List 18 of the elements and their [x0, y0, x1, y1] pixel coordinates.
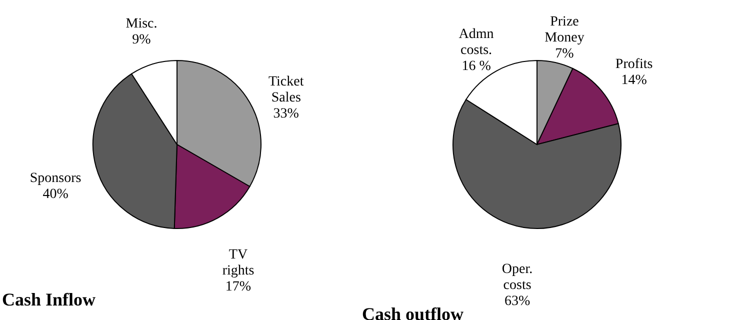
data-label: 16 %	[462, 59, 492, 74]
data-label: 14%	[621, 73, 648, 88]
slice-label: Admn costs.	[458, 27, 494, 58]
slice-label: Misc.	[126, 16, 158, 32]
slice-label: TV rights	[222, 248, 254, 279]
slice-label: Ticket Sales	[268, 74, 304, 106]
data-label: 17%	[225, 280, 252, 295]
slice-label: Sponsors	[30, 171, 82, 186]
slice-label: Oper. costs	[502, 262, 533, 293]
slice-label: Prize Money	[544, 14, 584, 46]
data-label: 33%	[273, 106, 300, 122]
data-label: 40%	[42, 187, 69, 202]
text: Cash Inflow	[2, 290, 96, 310]
data-label: 7%	[555, 46, 574, 62]
text: Cash outflow	[362, 304, 464, 320]
data-label: 9%	[132, 32, 152, 48]
slice-label: Profits	[615, 57, 653, 72]
data-label: 63%	[504, 294, 530, 309]
